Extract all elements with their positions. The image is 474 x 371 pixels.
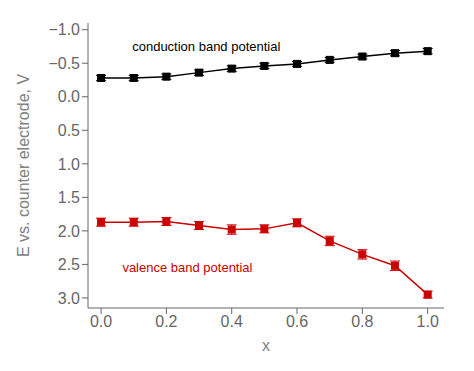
svg-text:3.0: 3.0: [58, 290, 80, 307]
svg-text:−1.0: −1.0: [48, 21, 80, 38]
svg-text:−0.5: −0.5: [48, 55, 80, 72]
svg-text:0.0: 0.0: [58, 88, 80, 105]
svg-text:0.2: 0.2: [155, 313, 177, 330]
svg-text:1.5: 1.5: [58, 189, 80, 206]
svg-text:0.4: 0.4: [221, 313, 243, 330]
svg-text:2.0: 2.0: [58, 223, 80, 240]
svg-text:1.0: 1.0: [417, 313, 439, 330]
svg-text:x: x: [262, 337, 270, 354]
svg-text:0.5: 0.5: [58, 122, 80, 139]
svg-text:2.5: 2.5: [58, 256, 80, 273]
svg-text:0.8: 0.8: [351, 313, 373, 330]
svg-text:0.6: 0.6: [286, 313, 308, 330]
svg-text:valence band potential: valence band potential: [122, 260, 252, 275]
svg-text:0.0: 0.0: [90, 313, 112, 330]
svg-text:1.0: 1.0: [58, 156, 80, 173]
svg-text:conduction band potential: conduction band potential: [132, 39, 280, 54]
svg-text:E vs. counter electrode, V: E vs. counter electrode, V: [15, 74, 32, 258]
